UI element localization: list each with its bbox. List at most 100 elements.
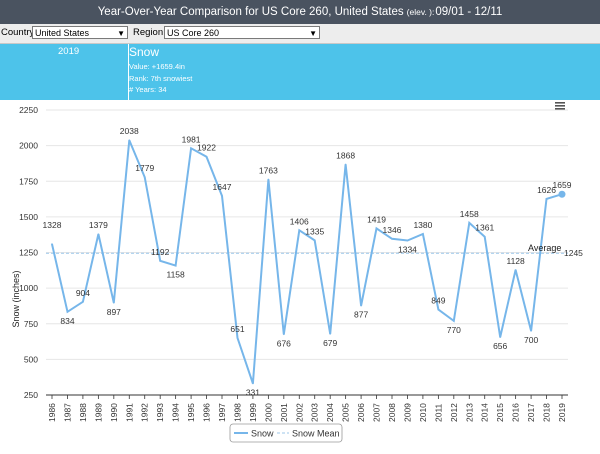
x-tick-label: 1996 bbox=[202, 403, 212, 422]
data-point[interactable] bbox=[143, 176, 146, 178]
highlighted-data-point[interactable] bbox=[558, 190, 566, 198]
data-point[interactable] bbox=[221, 195, 223, 197]
data-label: 1379 bbox=[89, 220, 108, 230]
data-label: 1346 bbox=[383, 225, 402, 235]
data-point[interactable] bbox=[298, 229, 301, 232]
data-point[interactable] bbox=[437, 308, 440, 311]
info-title: Snow bbox=[129, 45, 160, 59]
data-point[interactable] bbox=[514, 269, 517, 271]
snow-chart: 250 500 750 1000 1250 1500 1750 2000 2250 1986 19… bbox=[11, 102, 583, 443]
data-label: 1334 bbox=[398, 245, 417, 255]
mean-value-label: 1245 bbox=[564, 248, 583, 258]
x-tick-label: 1995 bbox=[186, 403, 196, 422]
chevron-down-icon: ▼ bbox=[309, 29, 317, 38]
hamburger-menu-icon[interactable] bbox=[555, 102, 565, 110]
y-tick-label: 1750 bbox=[19, 176, 38, 186]
data-label: 1406 bbox=[290, 216, 309, 226]
data-label: 1458 bbox=[460, 209, 479, 219]
data-label: 1128 bbox=[506, 256, 525, 266]
legend-mean-label[interactable]: Snow Mean bbox=[292, 429, 340, 439]
data-label: 834 bbox=[60, 316, 74, 326]
data-point[interactable] bbox=[483, 235, 486, 238]
x-tick-label: 2001 bbox=[279, 403, 289, 422]
data-point[interactable] bbox=[313, 239, 316, 242]
region-select[interactable]: US Core 260 ▼ bbox=[164, 26, 320, 39]
x-tick-label: 1992 bbox=[140, 403, 150, 422]
data-point[interactable] bbox=[360, 304, 362, 307]
x-tick-label: 1990 bbox=[109, 403, 119, 422]
data-point[interactable] bbox=[66, 310, 69, 313]
x-tick-label: 2004 bbox=[325, 403, 335, 422]
data-point[interactable] bbox=[252, 382, 254, 385]
data-label: 679 bbox=[323, 338, 337, 348]
y-tick-label: 750 bbox=[24, 319, 38, 329]
data-label: 1922 bbox=[197, 143, 216, 153]
y-axis-title: Snow (inches) bbox=[11, 270, 21, 327]
data-label: 1335 bbox=[305, 226, 324, 236]
x-tick-label: 2008 bbox=[387, 403, 397, 422]
data-point[interactable] bbox=[422, 233, 424, 235]
data-label: 676 bbox=[277, 338, 291, 348]
data-point[interactable] bbox=[51, 243, 53, 245]
y-tick-label: 500 bbox=[24, 354, 38, 364]
region-select-value: US Core 260 bbox=[167, 28, 220, 38]
data-point[interactable] bbox=[283, 333, 285, 336]
data-point[interactable] bbox=[174, 264, 177, 267]
data-label: 1779 bbox=[135, 163, 154, 173]
data-label: 651 bbox=[230, 324, 244, 334]
data-point[interactable] bbox=[205, 155, 208, 158]
data-point[interactable] bbox=[468, 222, 471, 224]
data-label: 1380 bbox=[413, 220, 432, 230]
data-point[interactable] bbox=[82, 301, 84, 303]
data-point[interactable] bbox=[113, 302, 115, 304]
date-range: 09/01 - 12/11 bbox=[435, 6, 503, 18]
data-point[interactable] bbox=[545, 198, 548, 200]
info-years: # Years: 34 bbox=[129, 85, 167, 94]
info-panel: 2019 Snow Value: +1659.4in Rank: 7th sno… bbox=[0, 44, 600, 100]
chart-area: 250 500 750 1000 1250 1500 1750 2000 2250 1986 19… bbox=[0, 101, 600, 449]
x-tick-label: 1986 bbox=[47, 403, 57, 422]
data-label: 1763 bbox=[259, 165, 278, 175]
y-tick-label: 2000 bbox=[19, 141, 38, 151]
data-label: 700 bbox=[524, 335, 538, 345]
snow-series-line bbox=[51, 139, 563, 384]
data-label: 331 bbox=[246, 387, 260, 397]
data-label: 770 bbox=[447, 325, 461, 335]
data-label: 1981 bbox=[182, 134, 201, 144]
data-point[interactable] bbox=[97, 233, 100, 235]
x-tick-label: 2002 bbox=[294, 403, 304, 422]
data-point[interactable] bbox=[236, 337, 239, 339]
country-select[interactable]: United States ▼ bbox=[32, 26, 128, 39]
data-label: 1158 bbox=[166, 270, 185, 280]
data-point[interactable] bbox=[391, 238, 393, 240]
data-point[interactable] bbox=[406, 239, 409, 242]
elevation-label: (elev. ): bbox=[406, 7, 435, 17]
x-tick-label: 2005 bbox=[341, 403, 351, 422]
data-point[interactable] bbox=[128, 139, 131, 142]
data-point[interactable] bbox=[499, 336, 501, 338]
data-point[interactable] bbox=[453, 320, 455, 322]
region-label: Region: bbox=[133, 27, 166, 38]
data-point[interactable] bbox=[190, 147, 192, 150]
y-tick-label: 250 bbox=[24, 390, 38, 400]
data-label: 1626 bbox=[537, 185, 556, 195]
data-label: 2038 bbox=[120, 126, 139, 136]
data-label: 897 bbox=[107, 307, 121, 317]
data-label: 1659 bbox=[553, 180, 572, 190]
data-label: 1419 bbox=[367, 214, 386, 224]
chevron-down-icon: ▼ bbox=[117, 29, 125, 38]
x-tick-label: 1989 bbox=[93, 403, 103, 422]
x-tick-label: 1993 bbox=[155, 403, 165, 422]
data-label: 877 bbox=[354, 310, 368, 320]
data-point[interactable] bbox=[375, 227, 378, 230]
y-tick-label: 1250 bbox=[19, 248, 38, 258]
legend: Snow Snow Mean bbox=[229, 423, 343, 443]
x-tick-label: 1997 bbox=[217, 403, 227, 422]
data-point[interactable] bbox=[344, 163, 347, 166]
legend-snow-label[interactable]: Snow bbox=[251, 429, 274, 439]
x-tick-label: 2003 bbox=[310, 403, 320, 422]
data-point[interactable] bbox=[159, 259, 161, 262]
data-point[interactable] bbox=[530, 330, 532, 332]
data-point[interactable] bbox=[329, 333, 331, 335]
data-point[interactable] bbox=[267, 178, 270, 181]
